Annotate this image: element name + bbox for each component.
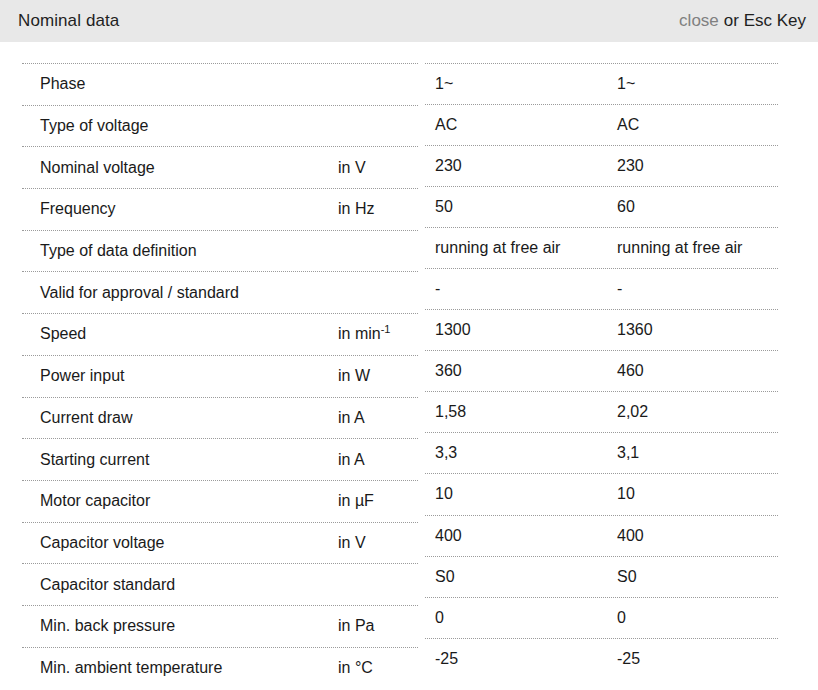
table-row-values: -- [425,268,778,309]
row-value-1: 3,3 [425,444,607,462]
row-value-1: AC [425,116,607,134]
close-link[interactable]: close [679,11,719,31]
table-row-values: 00 [425,597,778,638]
table-row-values: 13001360 [425,309,778,350]
nominal-data-modal: Nominal data close or Esc Key Phase Type … [0,0,818,690]
row-value-2: running at free air [607,239,778,257]
row-unit: in °C [338,659,418,677]
row-label: Frequency [22,200,338,218]
row-value-2: S0 [607,568,778,586]
row-label: Nominal voltage [22,159,338,177]
row-label: Min. ambient temperature [22,659,338,677]
row-value-2: 0 [607,609,778,627]
row-value-2: -25 [607,650,778,668]
table-row-values: S0S0 [425,556,778,597]
row-value-2: 2,02 [607,403,778,421]
table-row: Speedin min-1 [22,313,418,355]
table-row: Valid for approval / standard [22,271,418,313]
unit-superscript: -1 [381,323,391,335]
row-value-2: 230 [607,157,778,175]
row-value-1: 400 [425,527,607,545]
row-label: Motor capacitor [22,492,338,510]
row-value-2: - [607,280,778,298]
close-area: close or Esc Key [679,11,806,31]
table-row: Starting currentin A [22,438,418,480]
row-label: Current draw [22,409,338,427]
nominal-data-table: PhaseType of voltageNominal voltagein VF… [0,63,818,688]
row-value-1: -25 [425,650,607,668]
row-value-1: 1,58 [425,403,607,421]
row-unit: in min-1 [338,325,418,343]
row-label: Speed [22,325,338,343]
row-unit: in µF [338,492,418,510]
table-row-values: 360460 [425,350,778,391]
row-value-2: 3,1 [607,444,778,462]
values-column: 1~1~ACAC2302305060running at free airrun… [425,63,778,679]
table-row-values: 230230 [425,145,778,186]
row-label: Power input [22,367,338,385]
row-value-2: 60 [607,198,778,216]
row-value-2: 10 [607,485,778,503]
row-label: Type of voltage [22,117,338,135]
row-label: Min. back pressure [22,617,338,635]
table-row: Type of voltage [22,105,418,147]
table-row-values: running at free airrunning at free air [425,227,778,268]
row-value-2: 1360 [607,321,778,339]
row-unit: in V [338,534,418,552]
row-value-1: 230 [425,157,607,175]
modal-header: Nominal data close or Esc Key [0,0,818,42]
esc-key-hint: or Esc Key [724,11,806,31]
row-unit: in W [338,367,418,385]
row-value-1: running at free air [425,239,607,257]
row-label: Capacitor standard [22,576,338,594]
row-value-2: AC [607,116,778,134]
table-row-values: 1,582,02 [425,391,778,432]
row-unit: in V [338,159,418,177]
table-row: Current drawin A [22,397,418,439]
row-label: Phase [22,75,338,93]
table-row-values: 1010 [425,473,778,514]
row-value-1: S0 [425,568,607,586]
table-row-values: 3,33,1 [425,432,778,473]
row-value-1: 1~ [425,75,607,93]
row-value-2: 460 [607,362,778,380]
row-unit: in A [338,451,418,469]
table-row: Min. back pressurein Pa [22,605,418,647]
table-row-values: -25-25 [425,638,778,679]
row-value-1: 1300 [425,321,607,339]
table-row: Frequencyin Hz [22,188,418,230]
row-value-2: 400 [607,527,778,545]
row-unit: in A [338,409,418,427]
row-label: Type of data definition [22,242,338,260]
row-value-1: 10 [425,485,607,503]
table-row: Min. ambient temperaturein °C [22,647,418,689]
row-unit: in Hz [338,200,418,218]
table-row: Type of data definition [22,230,418,272]
row-value-1: - [425,280,607,298]
row-label: Capacitor voltage [22,534,338,552]
row-value-1: 0 [425,609,607,627]
row-value-2: 1~ [607,75,778,93]
table-row-values: 1~1~ [425,63,778,104]
table-row: Capacitor standard [22,563,418,605]
row-value-1: 360 [425,362,607,380]
table-row-values: 400400 [425,515,778,556]
table-row: Power inputin W [22,355,418,397]
table-row: Capacitor voltagein V [22,522,418,564]
row-unit: in Pa [338,617,418,635]
table-row: Phase [22,63,418,105]
table-row-values: ACAC [425,104,778,145]
table-row: Motor capacitorin µF [22,480,418,522]
table-row: Nominal voltagein V [22,146,418,188]
page-title: Nominal data [18,11,119,31]
row-label: Starting current [22,451,338,469]
labels-column: PhaseType of voltageNominal voltagein VF… [22,63,418,688]
table-row-values: 5060 [425,186,778,227]
row-value-1: 50 [425,198,607,216]
row-label: Valid for approval / standard [22,284,338,302]
